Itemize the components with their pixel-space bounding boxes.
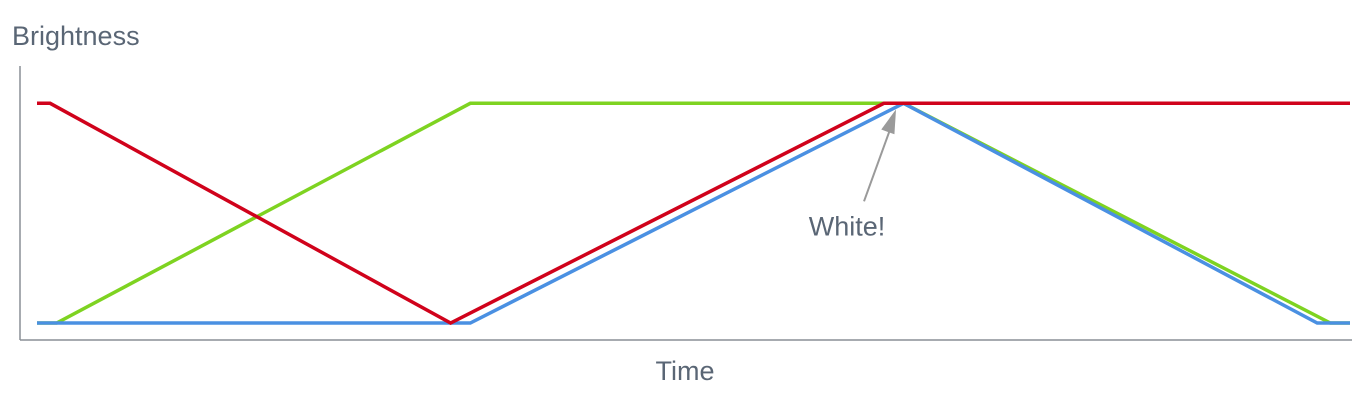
annotation-label: White! (809, 211, 886, 241)
series-line-1 (37, 103, 1350, 323)
series-layer (37, 103, 1350, 323)
series-line-3 (37, 103, 1350, 323)
annotation-arrow-line (864, 121, 893, 201)
series-line-2 (37, 103, 1350, 323)
y-axis-label: Brightness (12, 21, 140, 51)
x-axis-label: Time (656, 356, 715, 386)
